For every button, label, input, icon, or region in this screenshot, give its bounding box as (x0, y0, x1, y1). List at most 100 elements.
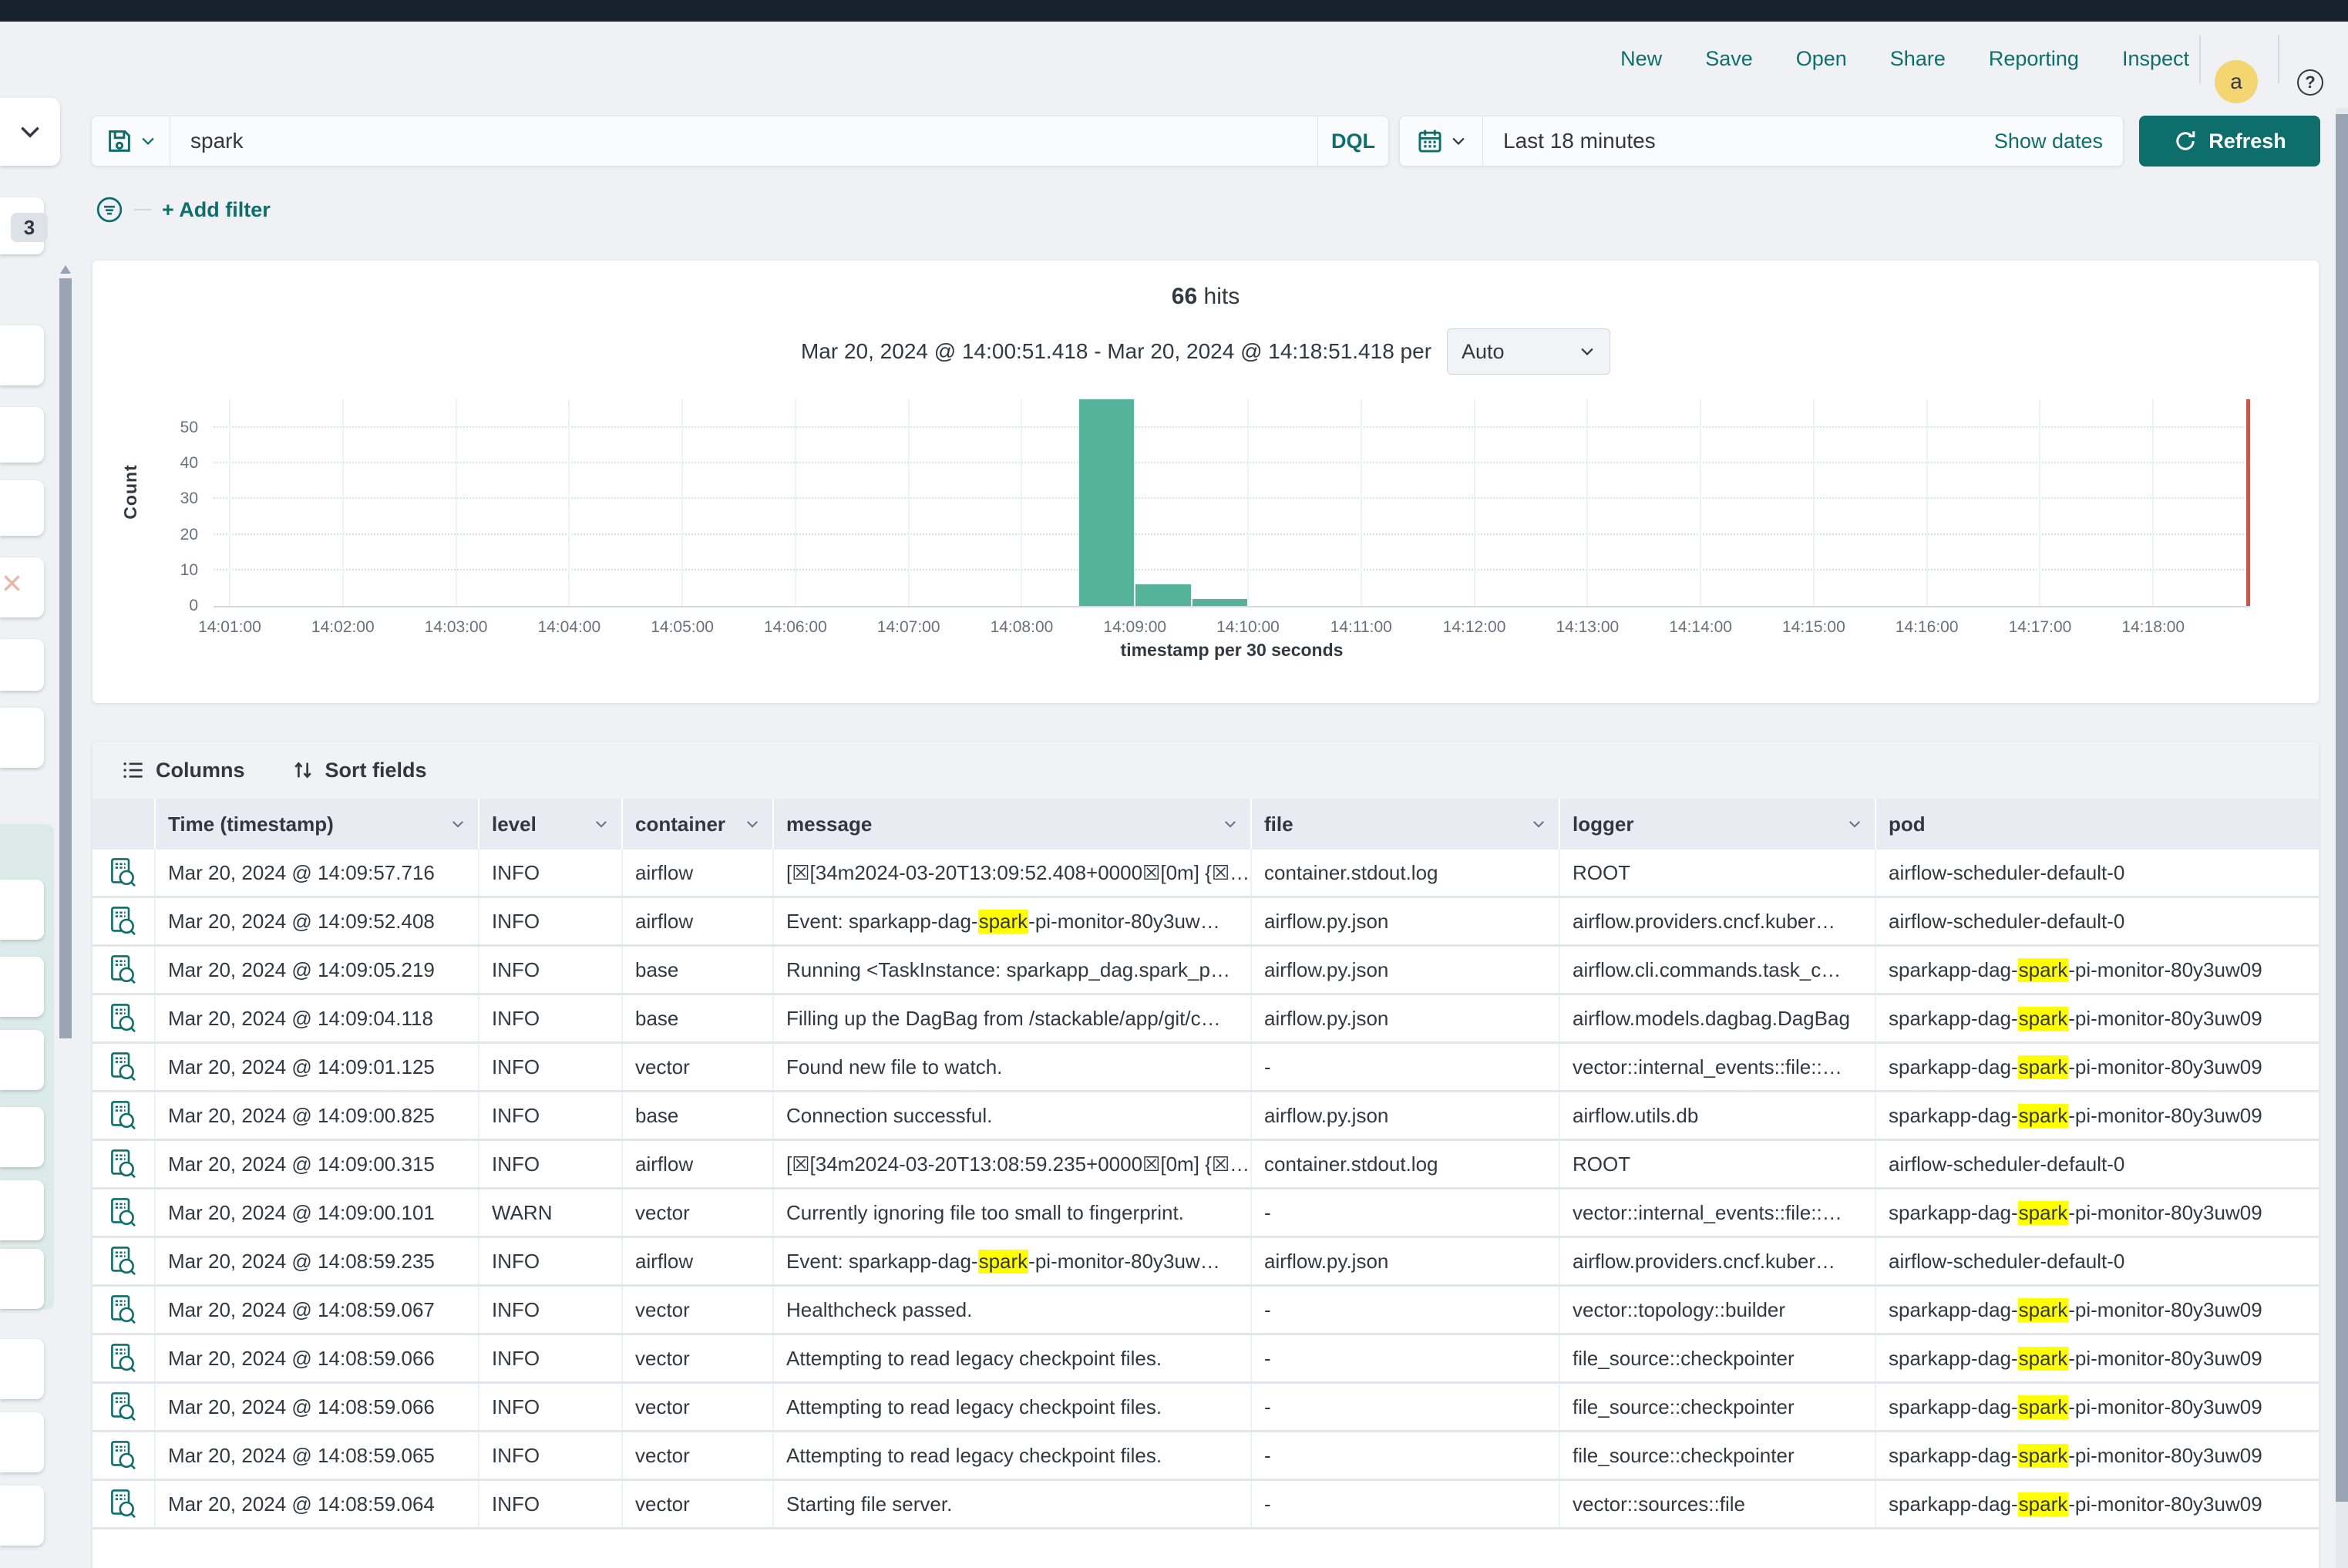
cell-logger: file_source::checkpointer (1559, 1432, 1875, 1479)
interval-select[interactable]: Auto (1447, 328, 1611, 375)
x-axis-tick: 14:13:00 (1556, 618, 1620, 636)
expand-row-button[interactable] (93, 1044, 154, 1090)
expand-row-button[interactable] (93, 1238, 154, 1284)
cell-logger: vector::internal_events::file::… (1559, 1044, 1875, 1090)
expand-row-button[interactable] (93, 1384, 154, 1430)
x-axis-tick: 14:06:00 (764, 618, 827, 636)
field-item[interactable] (0, 325, 44, 385)
field-item[interactable] (0, 1339, 44, 1399)
nav-link-share[interactable]: Share (1889, 47, 1946, 70)
scroll-up-arrow[interactable] (60, 265, 71, 274)
nav-link-inspect[interactable]: Inspect (2121, 47, 2189, 70)
cell-logger: ROOT (1559, 1141, 1875, 1187)
sort-fields-button[interactable]: Sort fields (291, 759, 427, 782)
cell-logger: vector::sources::file (1559, 1481, 1875, 1527)
page-scrollbar-thumb[interactable] (2336, 114, 2348, 1502)
expand-row-button[interactable] (93, 1287, 154, 1333)
expand-row-button[interactable] (93, 995, 154, 1041)
avatar[interactable]: a (2215, 60, 2258, 103)
field-item[interactable] (0, 1107, 44, 1167)
cell-pod: airflow-scheduler-default-0 (1875, 1141, 2319, 1187)
collapse-fields-panel-button[interactable] (0, 98, 60, 166)
cell-logger: airflow.cli.commands.task_c… (1559, 947, 1875, 993)
chevron-down-icon (21, 126, 39, 138)
expand-row-button[interactable] (93, 1092, 154, 1139)
search-highlight: spark (2017, 1297, 2069, 1322)
field-item[interactable] (0, 1249, 44, 1309)
expand-row-button[interactable] (93, 947, 154, 993)
field-item[interactable] (0, 880, 44, 940)
help-icon[interactable]: ? (2297, 69, 2323, 96)
expand-row-button[interactable] (93, 898, 154, 944)
expand-row-button[interactable] (93, 1189, 154, 1236)
nav-link-reporting[interactable]: Reporting (1988, 47, 2079, 70)
cell-time: Mar 20, 2024 @ 14:09:52.408 (154, 898, 478, 944)
chevron-down-icon (452, 821, 463, 828)
cell-level: INFO (478, 898, 621, 944)
nav-link-save[interactable]: Save (1705, 47, 1753, 70)
expand-row-button[interactable] (93, 1481, 154, 1527)
cell-message: Starting file server. (772, 1481, 1250, 1527)
table-toolbar: Columns Sort fields (93, 742, 2319, 799)
inspect-document-icon (111, 955, 136, 984)
filter-icon[interactable] (96, 196, 123, 224)
x-axis-tick: 14:05:00 (651, 618, 714, 636)
expand-row-button[interactable] (93, 1141, 154, 1187)
field-item[interactable] (0, 708, 44, 768)
page-scrollbar[interactable] (2336, 108, 2348, 1568)
field-item[interactable]: × (0, 557, 44, 617)
cell-logger: vector::internal_events::file::… (1559, 1189, 1875, 1236)
field-item[interactable] (0, 1030, 44, 1090)
columns-button[interactable]: Columns (122, 759, 245, 782)
cell-level: INFO (478, 1335, 621, 1381)
column-header-level[interactable]: level (478, 799, 621, 850)
column-header-time--timestamp-[interactable]: Time (timestamp) (154, 799, 478, 850)
nav-link-new[interactable]: New (1620, 47, 1663, 70)
cell-pod: sparkapp-dag-spark -pi-monitor-80y3uw09 (1875, 1092, 2319, 1139)
x-axis-tick: 14:07:00 (876, 618, 940, 636)
nav-link-open[interactable]: Open (1795, 47, 1847, 70)
chevron-down-icon (1533, 821, 1544, 828)
query-language-button[interactable]: DQL (1317, 116, 1388, 166)
expand-row-button[interactable] (93, 1335, 154, 1381)
field-item[interactable] (0, 407, 44, 463)
current-time-marker (2246, 399, 2250, 606)
inspect-document-icon (111, 1344, 136, 1373)
field-item[interactable] (0, 1486, 44, 1546)
hits-count: 66 (1171, 284, 1198, 309)
histogram-bar[interactable] (1191, 598, 1248, 606)
column-header-message[interactable]: message (772, 799, 1250, 850)
expand-row-button[interactable] (93, 850, 154, 896)
remove-field-icon[interactable]: × (2, 563, 22, 603)
cell-level: INFO (478, 947, 621, 993)
column-header-file[interactable]: file (1250, 799, 1559, 850)
histogram-bar[interactable] (1135, 584, 1192, 606)
fields-scrollbar[interactable] (59, 278, 72, 1038)
add-filter-button[interactable]: + Add filter (162, 197, 271, 221)
search-input[interactable] (170, 129, 1317, 153)
field-item[interactable] (0, 957, 44, 1017)
show-dates-button[interactable]: Show dates (1993, 129, 2103, 153)
field-item[interactable] (0, 1180, 44, 1240)
date-quick-select-button[interactable] (1400, 116, 1483, 166)
gridline (1812, 399, 1815, 606)
saved-query-menu-button[interactable] (92, 116, 170, 166)
y-axis-tick: 10 (180, 560, 198, 579)
field-item[interactable] (0, 480, 44, 536)
inspect-document-icon (111, 1149, 136, 1179)
column-header-pod[interactable]: pod (1875, 799, 2319, 850)
column-header-container[interactable]: container (621, 799, 772, 850)
cell-container: base (621, 995, 772, 1041)
time-range-value[interactable]: Last 18 minutes (1503, 129, 1656, 153)
field-item[interactable] (0, 1412, 44, 1472)
cell-pod: airflow-scheduler-default-0 (1875, 850, 2319, 896)
field-item[interactable] (0, 639, 44, 691)
column-header-logger[interactable]: logger (1559, 799, 1875, 850)
refresh-button[interactable]: Refresh (2139, 116, 2320, 167)
chevron-down-icon (747, 821, 758, 828)
expand-row-button[interactable] (93, 1432, 154, 1479)
cell-message: Event: sparkapp-dag-spark -pi-monitor-80y… (772, 1238, 1250, 1284)
table-row: Mar 20, 2024 @ 14:09:00.315 INFO airflow [☒… (93, 1141, 2319, 1189)
histogram-bar[interactable] (1078, 399, 1135, 606)
cell-file: airflow.py.json (1250, 995, 1559, 1041)
